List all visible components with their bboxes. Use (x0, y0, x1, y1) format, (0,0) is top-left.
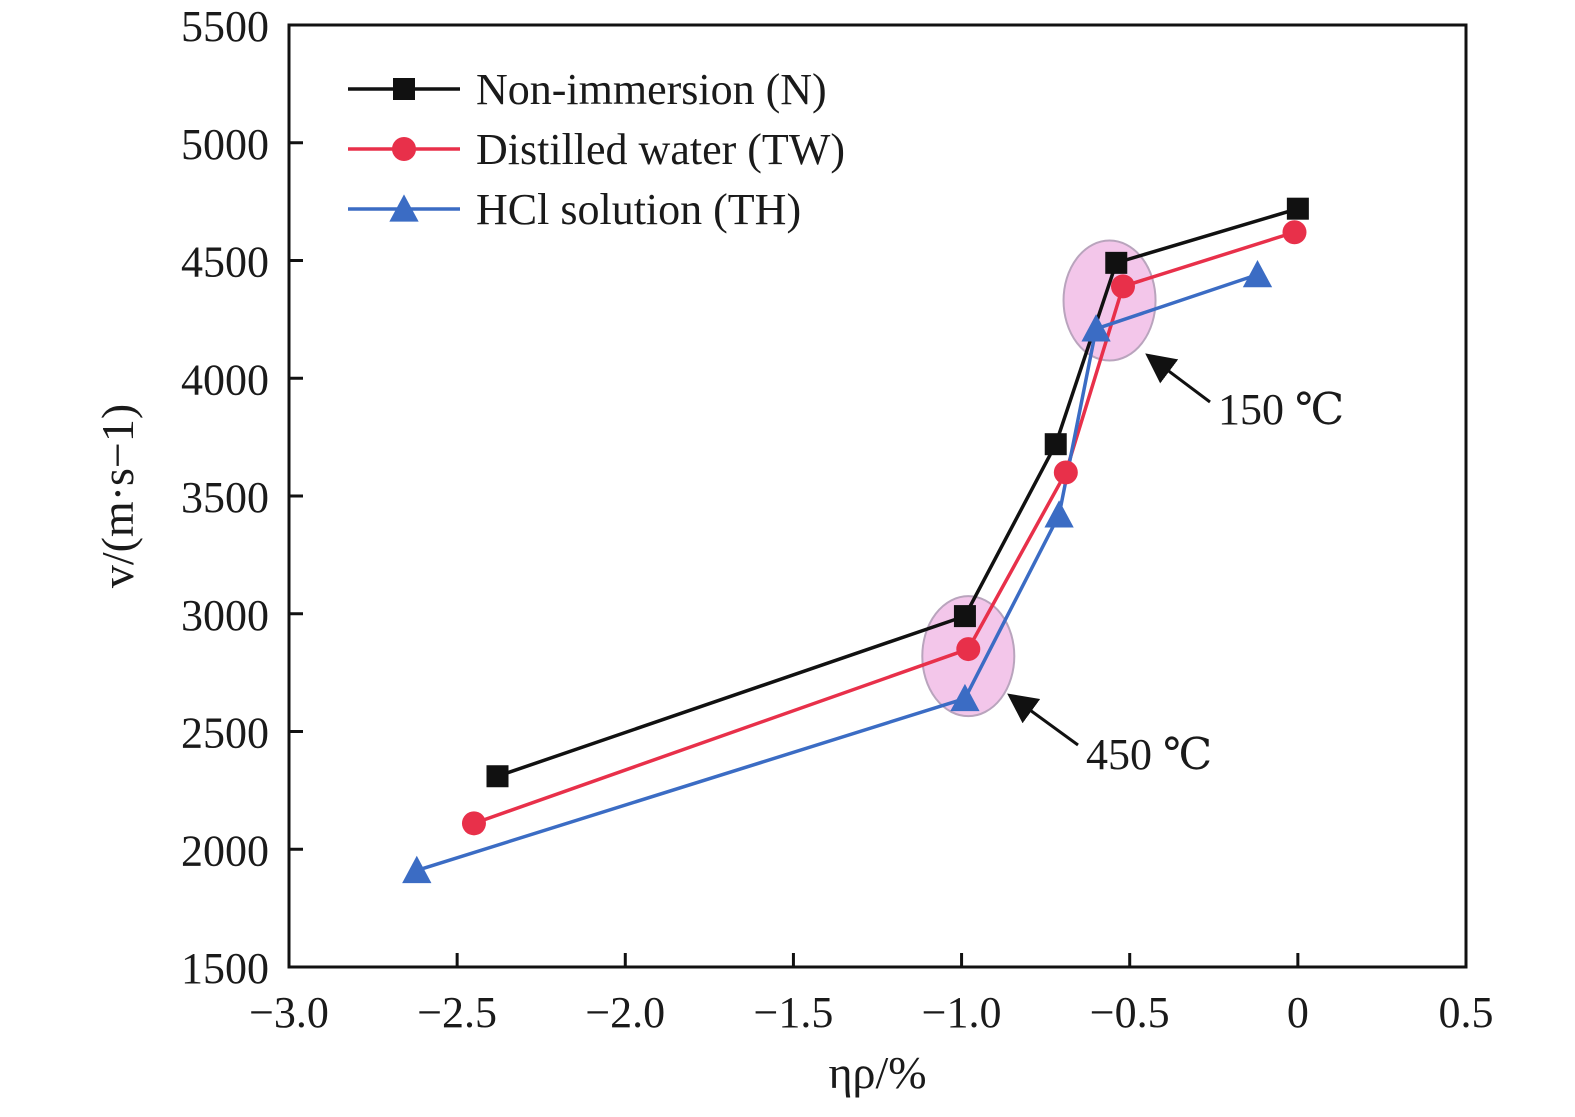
data-point (1105, 251, 1128, 274)
annotation-label: 450 ℃ (1086, 730, 1212, 779)
data-point (953, 605, 976, 628)
y-tick-label: 2500 (181, 709, 269, 758)
x-tick-label: −0.5 (1090, 988, 1170, 1037)
y-tick-label: 5000 (181, 120, 269, 169)
data-point (402, 855, 432, 884)
data-point (389, 194, 419, 222)
annotation-arrow (1007, 693, 1079, 747)
data-point (1282, 220, 1307, 245)
x-tick-label: −2.0 (585, 988, 665, 1037)
data-point (1044, 433, 1067, 456)
annotations: 150 ℃ 450 ℃ (1007, 353, 1344, 779)
data-point (1242, 259, 1273, 288)
data-point (956, 637, 981, 662)
data-point (950, 683, 980, 712)
data-point (461, 811, 486, 836)
y-tick-label: 4500 (181, 238, 269, 287)
annotation-label: 150 ℃ (1218, 385, 1344, 434)
data-point (486, 765, 509, 788)
x-tick-label: 0.5 (1439, 988, 1494, 1037)
y-axis-ticks: 1500 2000 2500 3000 3500 4000 4500 5000 5500 (181, 2, 303, 993)
x-axis-label: ηρ/% (828, 1047, 926, 1098)
y-tick-label: 1500 (181, 944, 269, 993)
y-tick-label: 4000 (181, 355, 269, 404)
data-point (1110, 274, 1135, 299)
y-tick-label: 3500 (181, 473, 269, 522)
data-point (393, 78, 415, 100)
legend: Non-immersion (N) Distilled water (TW) HCl… (348, 65, 845, 234)
series-markers (402, 197, 1309, 884)
y-tick-label: 2000 (181, 826, 269, 875)
legend-label: HCl solution (TH) (476, 185, 801, 234)
data-point (1286, 197, 1309, 220)
y-tick-label: 3000 (181, 591, 269, 640)
x-tick-label: −1.0 (922, 988, 1002, 1037)
y-tick-label: 5500 (181, 2, 269, 51)
data-point (1053, 460, 1078, 485)
series-line (416, 272, 1259, 873)
data-point (1044, 500, 1074, 528)
legend-label: Non-immersion (N) (476, 65, 827, 114)
data-point (1081, 314, 1111, 342)
x-tick-label: −1.5 (754, 988, 834, 1037)
x-axis-ticks: −3.0 −2.5 −2.0 −1.5 −1.0 −0.5 0 0.5 (249, 953, 1494, 1037)
x-tick-label: −3.0 (249, 988, 329, 1037)
series-line (496, 207, 1299, 778)
data-point (392, 137, 416, 161)
x-tick-label: 0 (1287, 988, 1309, 1037)
highlight-ellipse (1062, 239, 1157, 362)
x-tick-label: −2.5 (417, 988, 497, 1037)
y-axis-label: v/(m·s−1) (92, 404, 143, 588)
annotation-arrow (1145, 353, 1211, 404)
legend-label: Distilled water (TW) (476, 125, 845, 174)
